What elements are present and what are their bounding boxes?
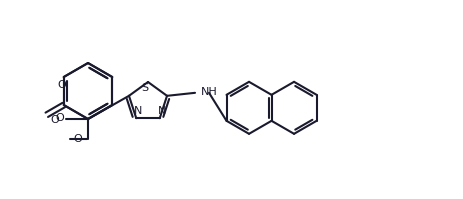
Text: S: S — [141, 83, 148, 93]
Text: O: O — [73, 134, 82, 144]
Text: NH: NH — [200, 87, 217, 97]
Text: N: N — [134, 106, 142, 116]
Text: O: O — [55, 113, 64, 123]
Text: O: O — [50, 115, 59, 125]
Text: N: N — [157, 106, 166, 116]
Text: O: O — [57, 80, 66, 90]
